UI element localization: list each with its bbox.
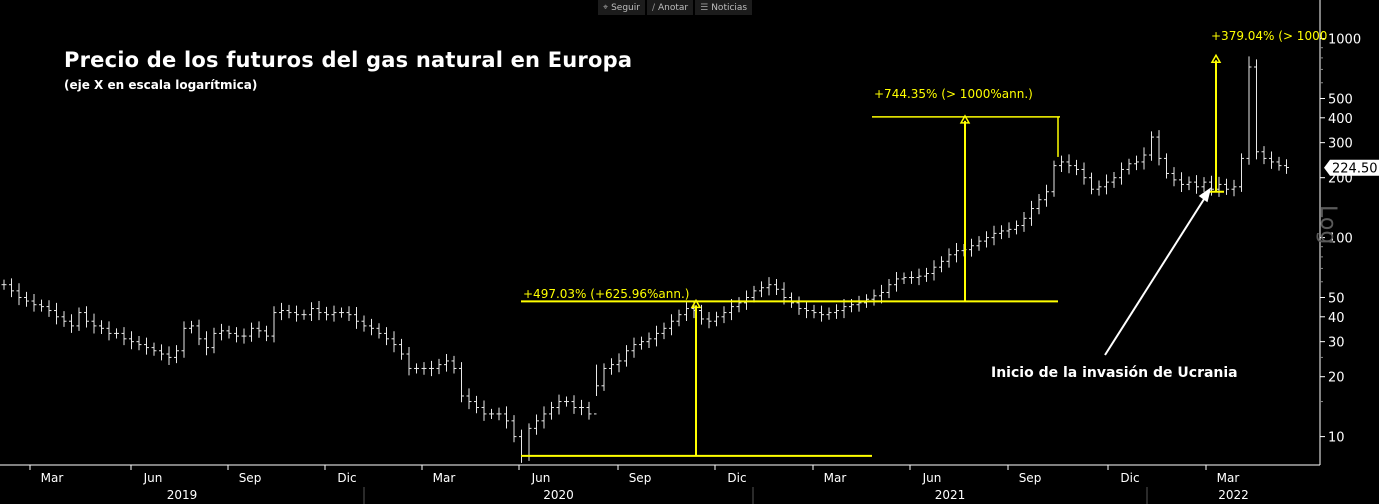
news-icon: ☰ [700, 3, 709, 13]
event-note: Inicio de la invasión de Ucrania [991, 365, 1238, 381]
event-arrowhead [1198, 187, 1212, 203]
pencil-icon: ∕ [651, 3, 655, 13]
annotation-arrowhead [959, 114, 971, 124]
x-tick-label: Mar [824, 471, 847, 485]
year-label: 2019 [167, 488, 198, 502]
x-tick-label: Jun [922, 471, 942, 485]
year-label: 2020 [543, 488, 574, 502]
x-tick-label: Mar [1217, 471, 1240, 485]
annotate-label: Anotar [658, 3, 689, 13]
annotation-label: +379.04% (> 1000 [1211, 29, 1327, 43]
x-tick-label: Dic [337, 471, 356, 485]
annotation-label: +497.03% (+625.96%ann.) [523, 287, 689, 301]
annotate-button[interactable]: ∕ Anotar [646, 0, 694, 15]
year-label: 2022 [1218, 488, 1249, 502]
x-tick-label: Dic [1120, 471, 1139, 485]
news-button[interactable]: ☰ Noticias [695, 0, 753, 15]
chart-toolbar: ⌖ Seguir ∕ Anotar ☰ Noticias [598, 0, 753, 16]
chart-title: Precio de los futuros del gas natural en… [64, 48, 633, 72]
x-tick-label: Jun [143, 471, 163, 485]
y-tick-label: 20 [1328, 371, 1345, 386]
annotation-arrowhead [690, 298, 702, 309]
y-tick-label: 100 [1328, 232, 1353, 247]
y-tick-label: 400 [1328, 112, 1353, 127]
y-tick-label: 300 [1328, 137, 1353, 152]
news-label: Noticias [711, 3, 748, 13]
crosshair-icon: ⌖ [603, 3, 609, 13]
y-tick-label: 30 [1328, 336, 1345, 351]
event-arrow-line [1104, 195, 1207, 356]
annotation-label: +744.35% (> 1000%ann.) [874, 87, 1033, 101]
annotation-arrowhead [1210, 53, 1222, 64]
x-tick-label: Mar [433, 471, 456, 485]
x-tick-label: Sep [1019, 471, 1042, 485]
y-tick-label: 40 [1328, 311, 1345, 326]
follow-label: Seguir [611, 3, 640, 13]
x-tick-label: Jun [531, 471, 551, 485]
y-tick-label: 1000 [1328, 33, 1361, 48]
last-price-label: 224.50 [1332, 162, 1378, 177]
log-scale-label: Log [1315, 205, 1340, 245]
y-tick-label: 10 [1328, 431, 1345, 446]
y-tick-label: 50 [1328, 292, 1345, 307]
x-tick-label: Sep [629, 471, 652, 485]
year-label: 2021 [935, 488, 966, 502]
x-tick-label: Dic [727, 471, 746, 485]
y-tick-label: 500 [1328, 93, 1353, 108]
follow-button[interactable]: ⌖ Seguir [598, 0, 645, 15]
last-price-marker [1324, 159, 1379, 176]
x-tick-label: Sep [239, 471, 262, 485]
chart-subtitle: (eje X en escala logarítmica) [64, 78, 258, 92]
x-tick-label: Mar [41, 471, 64, 485]
